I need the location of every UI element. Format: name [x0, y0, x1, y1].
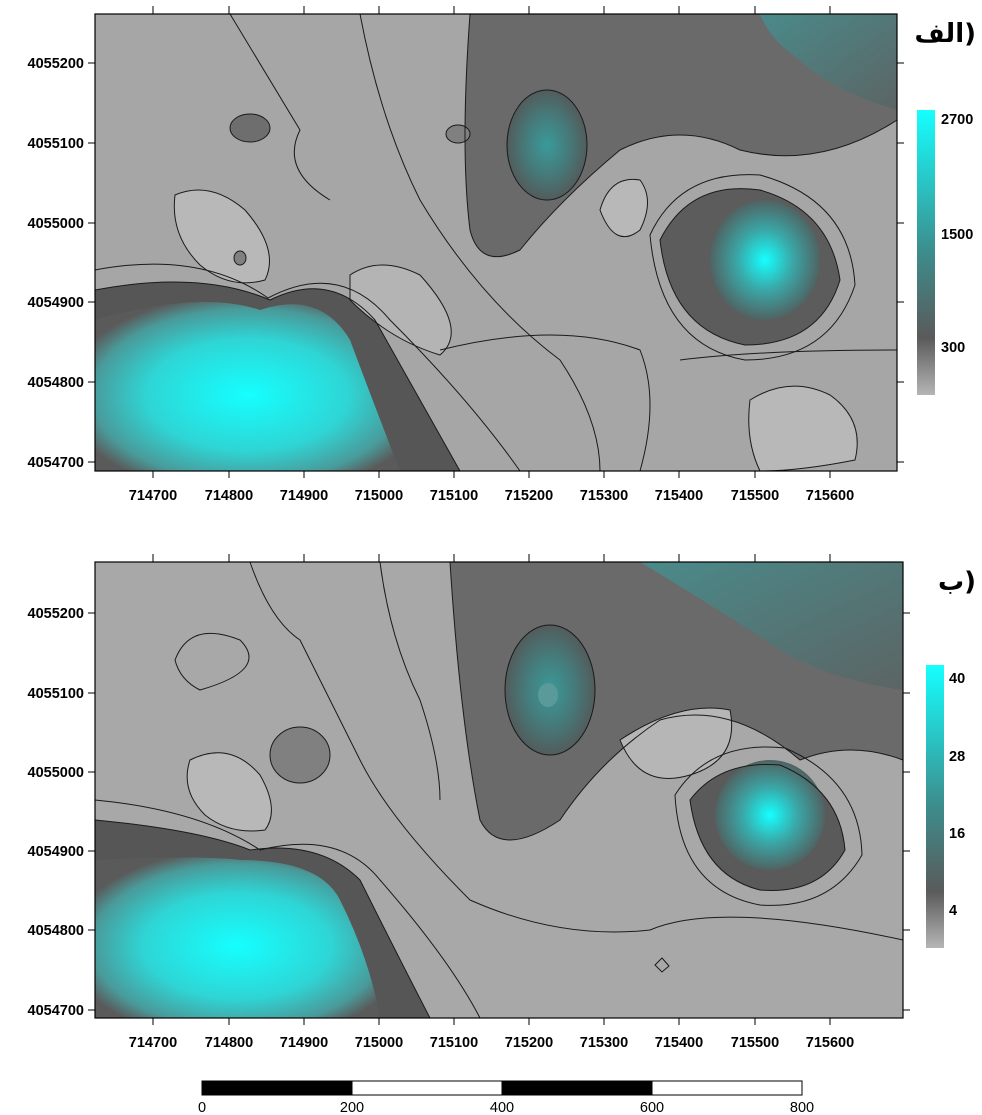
x-tick-labels-alef: 714700 714800 714900 715000 715100 71520…	[129, 488, 854, 504]
y-tick-label: 4055100	[28, 686, 84, 702]
x-tick-label: 715300	[580, 1035, 628, 1051]
x-tick-labels-be: 714700 714800 714900 715000 715100 71520…	[129, 1035, 854, 1051]
y-tick-label: 4054800	[28, 923, 84, 939]
x-axis-ticks-alef	[88, 6, 904, 478]
x-tick-label: 714800	[205, 488, 253, 504]
y-tick-label: 4055000	[28, 216, 84, 232]
scale-label: 400	[490, 1100, 514, 1115]
x-tick-label: 715300	[580, 488, 628, 504]
panel-label-be: ب)	[938, 567, 976, 597]
map-panel-be: 714700 714800 714900 715000 715100 71520…	[28, 554, 976, 1051]
y-tick-label: 4055200	[28, 606, 84, 622]
x-tick-label: 714900	[280, 488, 328, 504]
y-tick-labels-alef: 4055200 4055100 4055000 4054900 4054800 …	[28, 56, 84, 471]
scale-label: 200	[340, 1100, 364, 1115]
x-tick-label: 715100	[430, 1035, 478, 1051]
y-tick-label: 4055000	[28, 765, 84, 781]
x-tick-label: 715200	[505, 1035, 553, 1051]
scale-label: 600	[640, 1100, 664, 1115]
legend-color-bar	[917, 110, 935, 395]
x-tick-label: 715600	[806, 488, 854, 504]
legend-label: 28	[949, 749, 965, 765]
legend-label: 16	[949, 826, 965, 842]
contour-map-be	[94, 561, 904, 1019]
legend-label: 1500	[941, 227, 973, 243]
legend-label: 300	[941, 340, 965, 356]
legend-label: 40	[949, 671, 965, 687]
scale-label: 0	[198, 1100, 206, 1115]
y-tick-label: 4054900	[28, 295, 84, 311]
legend-label: 2700	[941, 112, 973, 128]
y-tick-label: 4054700	[28, 455, 84, 471]
x-tick-label: 714700	[129, 1035, 177, 1051]
x-axis-ticks-be	[88, 554, 910, 1025]
x-tick-label: 715200	[505, 488, 553, 504]
x-tick-label: 714700	[129, 488, 177, 504]
x-tick-label: 715100	[430, 488, 478, 504]
scale-bar: 0 200 400 600 800	[198, 1080, 814, 1115]
scale-label: 800	[790, 1100, 814, 1115]
map-panel-alef: 714700 714800 714900 715000 715100 71520…	[28, 6, 976, 504]
contour-map-alef	[94, 13, 898, 472]
color-legend-alef: 2700 1500 300	[917, 110, 973, 395]
x-tick-label: 715400	[655, 1035, 703, 1051]
x-tick-label: 715000	[355, 1035, 403, 1051]
x-tick-label: 715000	[355, 488, 403, 504]
legend-label: 4	[949, 903, 957, 919]
y-tick-label: 4054900	[28, 844, 84, 860]
y-tick-label: 4055100	[28, 136, 84, 152]
y-tick-labels-be: 4055200 4055100 4055000 4054900 4054800 …	[28, 606, 84, 1019]
x-tick-label: 714900	[280, 1035, 328, 1051]
x-tick-label: 714800	[205, 1035, 253, 1051]
y-tick-label: 4054800	[28, 375, 84, 391]
legend-color-bar	[926, 665, 944, 948]
y-tick-label: 4055200	[28, 56, 84, 72]
x-tick-label: 715500	[731, 1035, 779, 1051]
y-tick-label: 4054700	[28, 1003, 84, 1019]
x-tick-label: 715500	[731, 488, 779, 504]
color-legend-be: 40 28 16 4	[926, 665, 965, 948]
panel-label-alef: الف)	[914, 19, 976, 49]
x-tick-label: 715400	[655, 488, 703, 504]
x-tick-label: 715600	[806, 1035, 854, 1051]
